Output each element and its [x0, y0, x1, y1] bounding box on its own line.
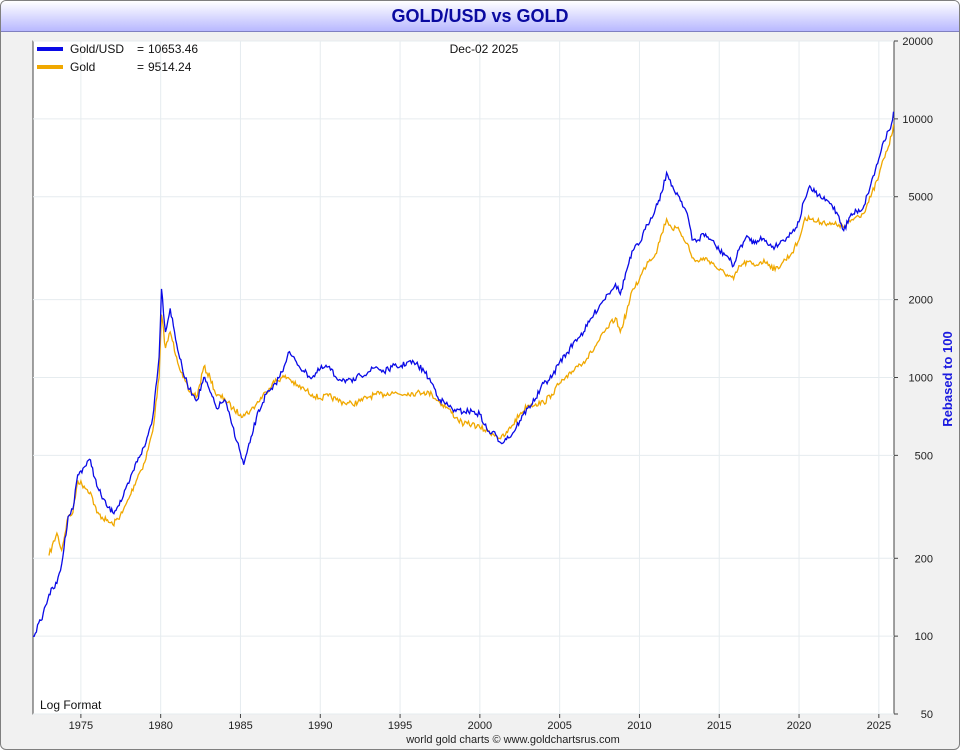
legend-value-gold: 9514.24 [148, 60, 192, 74]
legend: Gold/USD = 10653.46 Gold = 9514.24 [37, 42, 198, 74]
y-tick-label: 50 [921, 709, 933, 721]
y-tick-label: 1000 [909, 373, 933, 385]
x-tick-label: 1995 [388, 720, 412, 732]
series-line-gold-usd [32, 111, 895, 638]
y-tick-label: 2000 [909, 295, 933, 307]
x-tick-label: 1990 [308, 720, 332, 732]
chart-title: GOLD/USD vs GOLD [391, 6, 569, 26]
x-axis-ticks: 1975 1980 1985 1990 1995 2000 2005 2010 2015 2020… [69, 714, 891, 732]
x-tick-label: 2005 [547, 720, 571, 732]
legend-equals-gold: = [137, 60, 144, 74]
x-tick-label: 2020 [787, 720, 811, 732]
y-axis-ticks: 20000 10000 5000 2000 1000 500 200 100 50 [894, 36, 933, 721]
y-tick-label: 500 [915, 450, 933, 462]
y-tick-label: 200 [915, 553, 933, 565]
series-layer [32, 111, 895, 638]
footer-credit: world gold charts © www.goldchartsrus.co… [405, 734, 620, 746]
legend-label-gold-usd: Gold/USD [70, 42, 124, 56]
y-tick-label: 10000 [902, 114, 933, 126]
y-axis-title: Rebased to 100 [940, 331, 955, 426]
y-tick-label: 20000 [902, 36, 933, 48]
y-tick-label: 5000 [909, 192, 933, 204]
grid-lines [33, 40, 894, 715]
x-tick-label: 1980 [148, 720, 172, 732]
x-tick-label: 2025 [867, 720, 891, 732]
legend-label-gold: Gold [70, 60, 95, 74]
x-tick-label: 2000 [468, 720, 492, 732]
x-tick-label: 1985 [228, 720, 252, 732]
title-bar: GOLD/USD vs GOLD [1, 1, 959, 32]
x-tick-label: 2010 [627, 720, 651, 732]
y-tick-label: 100 [915, 631, 933, 643]
date-label: Dec-02 2025 [450, 42, 519, 56]
x-tick-label: 1975 [69, 720, 93, 732]
log-format-label: Log Format [40, 698, 102, 712]
legend-equals-gold-usd: = [137, 42, 144, 56]
x-tick-label: 2015 [707, 720, 731, 732]
series-line-gold [48, 124, 895, 556]
legend-value-gold-usd: 10653.46 [148, 42, 198, 56]
